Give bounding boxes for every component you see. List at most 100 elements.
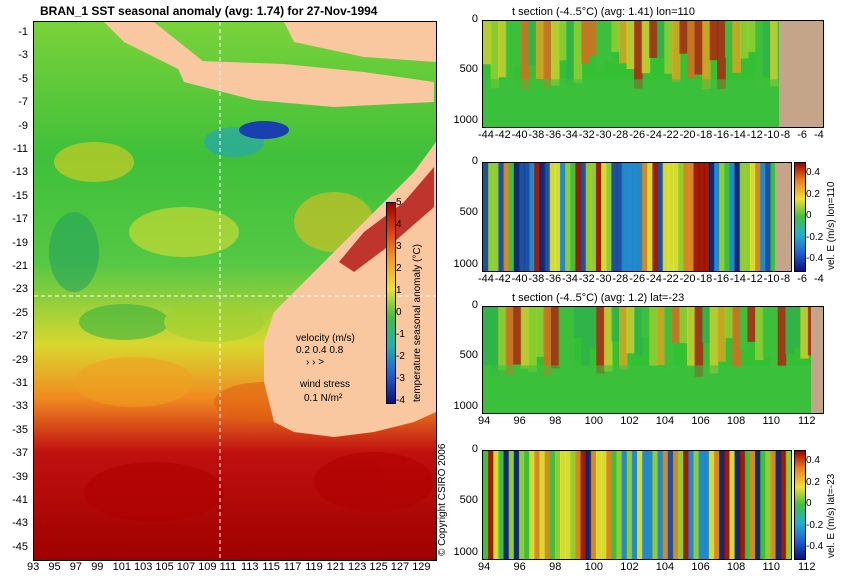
longitude-axis: 93 95 97 99 101 103 105 107 109 111 113 115 117 119 12… [27,561,435,576]
lon-tick: 121 [326,561,345,573]
lon-tick: 125 [369,561,388,573]
lat-tick: -11 [12,143,28,155]
x-tick: -18 [696,129,713,141]
lon-tick: 103 [134,561,153,573]
depth-tick: 1000 [453,113,478,126]
x-tick: -30 [595,273,612,285]
lon-tick: 115 [262,561,280,573]
x-tick: -42 [494,273,511,285]
depth-tick: 0 [471,13,478,25]
x-tick: 106 [691,415,710,427]
lat-tick: -33 [12,400,28,413]
colorbar-tick: 2 [396,263,402,274]
x-tick: -44 [478,273,494,285]
x-tick: 110 [762,415,780,427]
map-title: BRAN_1 SST seasonal anomaly (avg: 1.74) … [40,4,378,18]
x-tick: -28 [612,129,629,141]
velocity-colorbar-tick: 0 [806,210,812,222]
depth-tick: 1000 [453,399,478,412]
depth-tick: 500 [459,349,478,362]
x-tick: -18 [696,273,713,285]
lat-tick: -3 [18,49,28,62]
x-tick: -26 [629,129,646,141]
x-tick: -12 [746,129,763,141]
velocity-colorbar-tick: 0.2 [806,476,820,488]
x-tick: -28 [612,273,629,285]
section-panel-2[interactable] [482,162,792,272]
x-tick: -22 [662,273,679,285]
section-panel-3[interactable] [482,306,824,414]
velocity-colorbar-tick: 0.4 [806,167,820,178]
x-tick: 104 [655,415,675,427]
x-tick: -36 [545,273,562,285]
x-tick: -6 [797,273,807,285]
x-tick: -32 [578,129,595,141]
depth-tick: 1000 [453,545,478,558]
lon-tick: 129 [412,561,431,573]
x-tick: -34 [562,273,578,285]
x-tick: 110 [762,561,780,573]
map-colorbar [386,202,396,404]
x-tick: 96 [513,415,526,427]
lat-tick: -35 [12,423,28,436]
colorbar-tick: 1 [396,285,402,296]
x-tick: 104 [655,561,675,573]
lon-tick: 99 [91,561,104,573]
lon-tick: 105 [155,561,174,573]
x-tick: 94 [478,415,491,427]
x-tick: -16 [713,273,730,285]
lat-tick: -45 [12,540,28,553]
x-tick: -30 [595,129,612,141]
colorbar-tick: -3 [396,373,405,384]
x-tick: -16 [713,129,730,141]
wind-legend-value: 0.1 N/m² [304,393,343,404]
x-tick: -44 [478,129,494,141]
depth-tick: 0 [471,155,478,167]
colorbar-tick: -1 [396,329,405,340]
x-tick: -20 [679,129,696,141]
wind-legend-title: wind stress [300,379,351,390]
sst-anomaly-map[interactable]: 5 4 3 2 1 0 -1 -2 -3 -4 temperature seasonal anom… [33,21,437,561]
x-tick: -8 [780,273,791,285]
colorbar-tick: -4 [396,395,405,406]
velocity-colorbar-label: vel. E (m/s) lon=110 [826,181,837,270]
velocity-colorbar-tick: -0.2 [806,231,824,243]
lat-tick: -31 [12,377,28,389]
section-panel-4[interactable] [482,450,792,560]
x-tick: -24 [646,129,662,141]
lat-tick: -17 [12,213,28,226]
x-tick: -24 [646,273,662,285]
section-title: t section (-4..5°C) (avg: 1.41) lon=110 [512,6,696,18]
velocity-colorbar [794,450,806,560]
lon-tick: 93 [27,561,40,573]
section-plot-1 [483,21,823,127]
lon-tick: 111 [219,561,237,573]
section-plot-3 [483,307,823,413]
velocity-colorbar-tick: 0.4 [806,455,820,466]
x-tick: -6 [797,129,807,141]
latitude-axis: -1 -3 -5 -7 -9 -11 -13 -15 -17 -19 -21 -23 -25 -27 -29… [0,21,32,559]
lon-tick: 101 [112,561,131,573]
lat-tick: -39 [12,470,28,483]
lon-tick: 97 [69,561,83,573]
velocity-colorbar-label: vel. E (m/s) lat=-23 [826,473,837,558]
lat-tick: -29 [12,353,28,366]
section-panel-1[interactable] [482,20,824,128]
x-tick: 100 [584,415,604,427]
x-tick: -32 [578,273,595,285]
lat-tick: -43 [12,517,28,530]
lat-tick: -13 [12,166,28,179]
lon-tick: 109 [198,561,217,573]
lon-tick: 123 [348,561,367,573]
lat-tick: -1 [18,26,28,38]
x-tick: -40 [511,273,528,285]
x-tick: 100 [584,561,604,573]
depth-tick: 500 [459,63,478,76]
x-tick: -40 [511,129,528,141]
x-tick: -42 [494,129,511,141]
x-tick: 96 [513,561,526,573]
section-plot-4 [483,451,791,559]
colorbar-tick: 5 [396,197,402,208]
x-tick: -12 [746,273,763,285]
colorbar-tick: 3 [396,241,402,252]
